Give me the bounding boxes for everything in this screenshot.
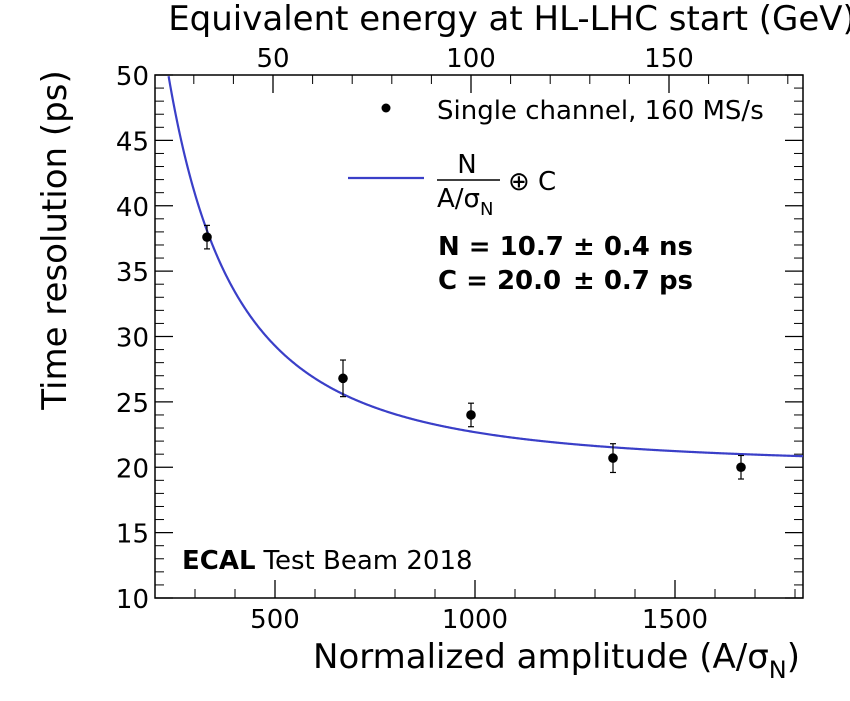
top-tick-label: 150 (644, 44, 694, 74)
y-tick-label: 20 (116, 454, 149, 484)
minor-ticks (154, 75, 803, 598)
top-tick-label: 100 (446, 44, 496, 74)
x-tick-label: 500 (250, 605, 300, 635)
plot-frame (154, 74, 804, 599)
fit-parameters: N = 10.7 ± 0.4 ns C = 20.0 ± 0.7 ps (438, 232, 693, 296)
legend-fit-numerator: N (457, 150, 476, 180)
y-tick-label: 25 (116, 389, 149, 419)
data-point (736, 462, 746, 473)
fit-param-c: C = 20.0 (438, 266, 561, 296)
legend-fit-denominator: A/σN (437, 184, 494, 220)
y-tick-label: 10 (116, 585, 149, 615)
legend: Single channel, 160 MS/s N A/σN ⊕ C (348, 96, 764, 220)
ecal-annotation: ECAL Test Beam 2018 (182, 546, 473, 576)
major-ticks (155, 74, 803, 599)
y-tick-label: 45 (116, 127, 149, 157)
y-tick-label: 35 (116, 258, 149, 288)
x-axis-title: Normalized amplitude (A/σN) (313, 637, 800, 684)
tick-labels: 10 15 20 25 30 35 40 45 50 500 1000 1500 50 100 150 (116, 44, 708, 635)
data-points (202, 224, 746, 480)
y-tick-label: 15 (116, 520, 149, 550)
data-point (202, 232, 212, 242)
x-tick-label: 1000 (442, 605, 508, 635)
data-point (466, 410, 476, 420)
fit-param-n: N = 10.7 (438, 232, 564, 262)
top-axis-title: Equivalent energy at HL-LHC start (GeV) (168, 0, 850, 39)
y-tick-label: 30 (116, 324, 149, 354)
fit-curve (167, 76, 804, 458)
legend-fit-suffix: ⊕ C (508, 167, 556, 197)
y-tick-label: 40 (116, 193, 149, 223)
fit-param-n-err: ± 0.4 ns (573, 232, 693, 262)
legend-marker-data (381, 103, 391, 113)
legend-label-data: Single channel, 160 MS/s (437, 96, 764, 126)
data-point (338, 373, 348, 384)
fit-param-c-err: ± 0.7 ps (573, 266, 693, 296)
x-tick-label: 1500 (642, 605, 708, 635)
data-point (608, 453, 618, 463)
top-tick-label: 50 (256, 44, 289, 74)
y-tick-label: 50 (116, 62, 149, 92)
y-axis-title: Time resolution (ps) (35, 70, 75, 410)
